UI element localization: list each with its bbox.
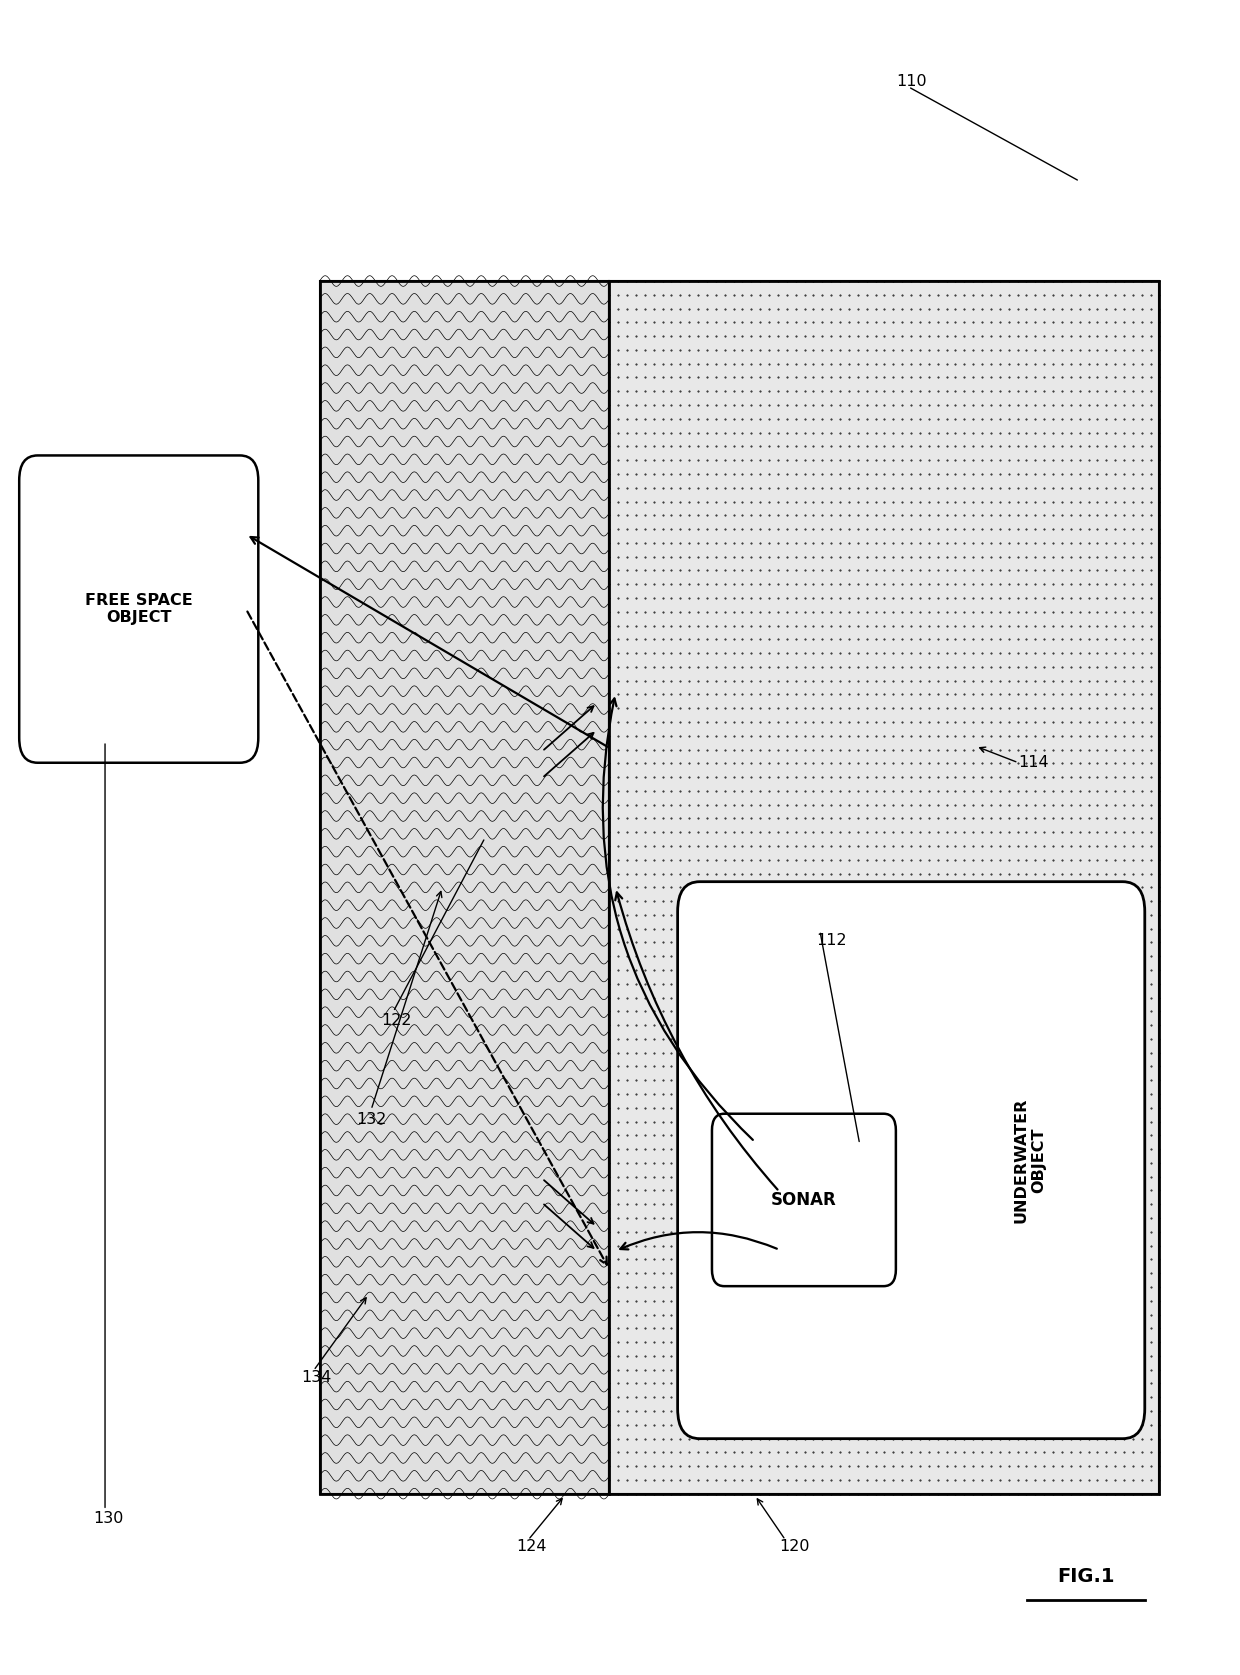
Text: FIG.1: FIG.1 bbox=[1058, 1568, 1115, 1586]
Text: SONAR: SONAR bbox=[771, 1191, 837, 1209]
Text: 114: 114 bbox=[1018, 755, 1049, 771]
Text: 112: 112 bbox=[816, 933, 847, 948]
FancyBboxPatch shape bbox=[19, 456, 258, 762]
FancyBboxPatch shape bbox=[677, 881, 1145, 1439]
Text: 130: 130 bbox=[93, 1511, 123, 1526]
Text: 132: 132 bbox=[356, 1112, 387, 1127]
Text: 122: 122 bbox=[381, 1013, 412, 1028]
Text: 134: 134 bbox=[301, 1370, 331, 1385]
FancyBboxPatch shape bbox=[320, 281, 609, 1494]
Text: UNDERWATER
OBJECT: UNDERWATER OBJECT bbox=[1013, 1097, 1045, 1223]
Text: FREE SPACE
OBJECT: FREE SPACE OBJECT bbox=[84, 593, 192, 625]
Text: 124: 124 bbox=[516, 1539, 547, 1554]
FancyBboxPatch shape bbox=[609, 281, 1159, 1494]
FancyBboxPatch shape bbox=[712, 1114, 895, 1286]
Text: 120: 120 bbox=[780, 1539, 810, 1554]
Text: 110: 110 bbox=[895, 74, 926, 89]
